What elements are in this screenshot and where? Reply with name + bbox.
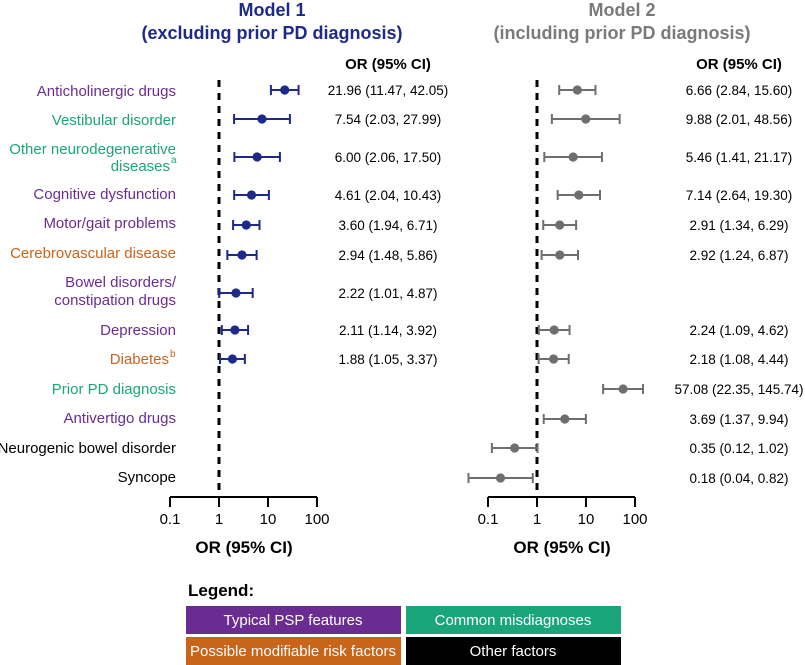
legend-label-misdiag: Common misdiagnoses [435,612,592,629]
model2-ci-header: OR (95% CI) [696,56,782,73]
row-labels: Anticholinergic drugs Vestibular disorde… [0,83,177,486]
model2-tick-label-100: 100 [622,511,647,528]
model1-subtitle: (excluding prior PD diagnosis) [141,23,402,43]
model2-point-depression [549,325,559,335]
model2-point-syncope [495,473,506,483]
model2-ci-text-prior-pd-diagnosis: 57.08 (22.35, 145.74) [674,382,803,397]
model2-ci-text-cognitive-dysfunction: 7.14 (2.64, 19.30) [686,188,793,203]
model1-tick-label-0-1: 0.1 [160,511,181,528]
label-vestibular: Vestibular disorder [52,112,176,129]
legend-title: Legend: [188,581,254,600]
model2-ci-text-depression: 2.24 (1.09, 4.62) [689,323,788,338]
label-cognitive: Cognitive dysfunction [33,186,176,203]
label-other-neuro-line1: Other neurodegenerative [9,141,176,158]
model2-title: Model 2 [588,0,655,20]
legend-label-risk: Possible modifiable risk factors [190,643,396,660]
label-depression: Depression [100,322,176,339]
label-neurogenic: Neurogenic bowel disorder [0,440,176,457]
model2-point-neurogenic-bowel-disorder [510,443,520,453]
model1-point-diabetes [227,354,238,364]
label-other-neuro-superscript: a [171,155,177,166]
model2-ci-text-antivertigo-drugs: 3.69 (1.37, 9.94) [689,412,788,427]
model2-ci-text-cerebrovascular-disease: 2.92 (1.24, 6.87) [689,248,788,263]
legend: Legend: Typical PSP features Common misd… [186,581,621,665]
model2-point-anticholinergic-drugs [572,85,582,95]
model2-ci-text-vestibular-disorder: 9.88 (2.01, 48.56) [686,112,793,127]
model1-ci-text-motor-gait-problems: 3.60 (1.94, 6.71) [338,218,437,233]
model1-ci-header: OR (95% CI) [345,56,431,73]
model2-point-diabetes [548,354,559,364]
model2-ci-text-neurogenic-bowel-disorder: 0.35 (0.12, 1.02) [689,441,788,456]
model2-x-axis-label: OR (95% CI) [513,538,610,557]
model2-ci-text-anticholinergic-drugs: 6.66 (2.84, 15.60) [686,83,793,98]
model1-tick-label-10: 10 [260,511,277,528]
legend-swatch-risk [186,637,401,665]
model2-tick-label-10: 10 [578,511,595,528]
model1-title: Model 1 [238,0,305,20]
legend-swatch-typical [186,606,401,634]
model2-point-cognitive-dysfunction [574,190,584,200]
model1-ci-text-cognitive-dysfunction: 4.61 (2.04, 10.43) [335,188,442,203]
model1-tick-label-1: 1 [215,511,223,528]
model2-plot: 0.1 1 10 100 6.66 (2.84, 15.60) 9.88 (2.01, … [467,80,804,557]
label-diabetes-superscript: b [170,349,176,360]
legend-swatch-misdiag [406,606,621,634]
model1-point-anticholinergic-drugs [280,85,290,95]
label-other-neuro-line2: diseases [111,158,170,175]
model2-ci-text-diabetes: 2.18 (1.08, 4.44) [689,352,788,367]
legend-label-other: Other factors [470,643,557,660]
model1-ci-text-cerebrovascular-disease: 2.94 (1.48, 5.86) [338,248,437,263]
model1-point-vestibular-disorder [257,114,267,124]
model2-point-antivertigo-drugs [560,414,570,424]
legend-swatch-other [406,637,621,665]
label-motor: Motor/gait problems [43,215,176,232]
model1-ci-text-anticholinergic-drugs: 21.96 (11.47, 42.05) [328,83,449,98]
legend-label-typical: Typical PSP features [224,612,363,629]
model1-ci-text-bowel-disorders-constipation-drugs: 2.22 (1.01, 4.87) [338,286,437,301]
label-bowel-line1: Bowel disorders/ [65,274,177,291]
model1-point-other-neurodegenerative-diseases [252,152,262,162]
model1-ci-text-vestibular-disorder: 7.54 (2.03, 27.99) [335,112,442,127]
model1-ci-text-depression: 2.11 (1.14, 3.92) [339,323,437,338]
model1-point-depression [230,325,240,335]
model1-point-cognitive-dysfunction [246,190,257,200]
label-diabetes: Diabetes [110,351,169,368]
model2-ci-text-other-neurodegenerative-diseases: 5.46 (1.41, 21.17) [686,150,793,165]
model1-tick-label-100: 100 [304,511,329,528]
model2-subtitle: (including prior PD diagnosis) [493,23,750,43]
model2-point-motor-gait-problems [555,220,565,230]
label-anticholinergic: Anticholinergic drugs [37,83,176,100]
model2-tick-label-0-1: 0.1 [478,511,499,528]
model1-point-motor-gait-problems [241,220,251,230]
model2-tick-label-1: 1 [533,511,541,528]
label-cerebro: Cerebrovascular disease [10,245,176,262]
model1-ci-text-other-neurodegenerative-diseases: 6.00 (2.06, 17.50) [335,150,442,165]
model2-ci-text-motor-gait-problems: 2.91 (1.34, 6.29) [689,218,788,233]
model1-point-bowel-disorders-constipation-drugs [231,288,241,298]
model2-ci-text-syncope: 0.18 (0.04, 0.82) [689,471,788,486]
label-syncope: Syncope [118,469,176,486]
label-antivertigo: Antivertigo drugs [63,410,176,427]
model2-point-other-neurodegenerative-diseases [568,152,578,162]
label-bowel-line2: constipation drugs [54,292,176,309]
model1-ci-text-diabetes: 1.88 (1.05, 3.37) [338,352,437,367]
label-prior-pd: Prior PD diagnosis [52,381,176,398]
model2-point-cerebrovascular-disease [555,250,565,260]
model1-point-cerebrovascular-disease [237,250,247,260]
model1-x-axis-label: OR (95% CI) [195,538,292,557]
model2-point-prior-pd-diagnosis [618,384,628,394]
model1-plot: 0.1 1 10 100 21.96 (11.47, 42.05) 7.54 (2.03… [160,80,449,557]
model2-point-vestibular-disorder [581,114,591,124]
